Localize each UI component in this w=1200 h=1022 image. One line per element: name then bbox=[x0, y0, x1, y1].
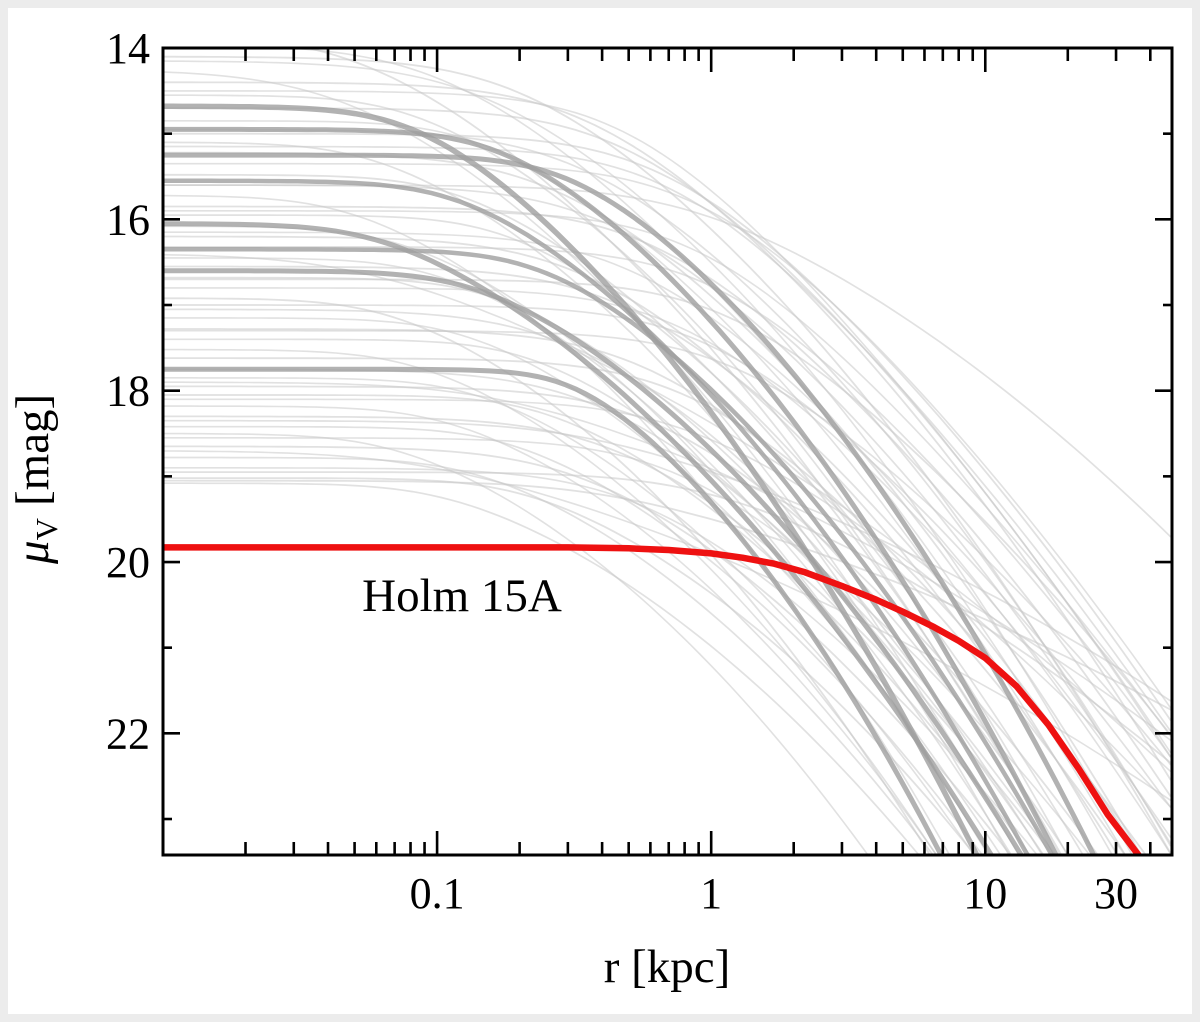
comparison-profile-line bbox=[163, 398, 1172, 808]
comparison-profile-line bbox=[163, 205, 1172, 797]
y-axis-subscript: V bbox=[29, 517, 64, 540]
comparison-profile-line bbox=[163, 81, 1172, 781]
holm15a-profile-line bbox=[163, 544, 1143, 855]
axes-layer bbox=[161, 46, 1174, 857]
holm15a-annotation: Holm 15A bbox=[362, 570, 562, 622]
comparison-profile-line bbox=[163, 245, 1172, 758]
x-tick-label: 1 bbox=[700, 869, 722, 918]
y-tick-label: 16 bbox=[106, 195, 150, 244]
comparison-profile-line bbox=[163, 60, 1134, 855]
comparison-profile-line bbox=[163, 278, 1172, 736]
comparison-profile-line bbox=[163, 381, 1172, 741]
comparison-profile-line bbox=[304, 48, 1061, 855]
comparison-profile-line bbox=[163, 231, 1172, 855]
comparison-profile-line bbox=[163, 394, 1031, 855]
holm15a-layer bbox=[163, 544, 1143, 855]
comparison-profiles-thick-layer bbox=[163, 103, 1097, 855]
tick-label-layer: 0.1 1 10 30 14 16 18 20 22 bbox=[106, 24, 1138, 918]
comparison-profile-line bbox=[163, 145, 1172, 732]
comparison-profile-line bbox=[163, 405, 938, 855]
comparison-profile-line bbox=[163, 120, 1114, 855]
comparison-profile-line bbox=[163, 247, 1055, 855]
comparison-profile-line bbox=[163, 152, 1097, 855]
comparison-profile-line bbox=[163, 471, 1172, 764]
y-tick-label: 20 bbox=[106, 538, 150, 587]
comparison-profile-line bbox=[163, 55, 1172, 854]
x-tick-label: 0.1 bbox=[410, 869, 465, 918]
comparison-profile-line bbox=[163, 265, 1142, 855]
comparison-profile-line bbox=[163, 366, 944, 855]
comparison-profile-line bbox=[163, 467, 1039, 855]
comparison-profile-line bbox=[163, 419, 1172, 702]
comparison-profile-line bbox=[163, 178, 1031, 855]
y-axis-unit: [mag] bbox=[7, 394, 59, 506]
comparison-profile-line bbox=[163, 184, 1172, 538]
comparison-profile-line bbox=[163, 268, 1025, 855]
y-axis-label: μV [mag] bbox=[7, 394, 64, 565]
comparison-profile-line bbox=[163, 90, 1172, 753]
x-axis-label: r [kpc] bbox=[604, 941, 731, 993]
comparison-profile-line bbox=[163, 432, 869, 855]
comparison-profile-line bbox=[163, 348, 938, 855]
comparison-profile-line bbox=[163, 221, 995, 855]
x-tick-label: 10 bbox=[963, 869, 1007, 918]
comparison-profile-line bbox=[163, 479, 1172, 711]
y-axis-symbol-mu: μ bbox=[7, 540, 59, 565]
comparison-profile-line bbox=[163, 162, 1172, 709]
comparison-profile-line bbox=[163, 338, 1045, 855]
comparison-profile-line bbox=[163, 425, 984, 855]
comparison-profile-line bbox=[163, 415, 1054, 855]
comparison-profile-line bbox=[163, 132, 1172, 721]
y-tick-label: 22 bbox=[106, 709, 150, 758]
y-tick-label: 18 bbox=[106, 367, 150, 416]
comparison-profile-line bbox=[163, 450, 1172, 801]
comparison-profile-line bbox=[163, 304, 1172, 808]
y-tick-label: 14 bbox=[106, 24, 150, 73]
comparison-profile-line bbox=[163, 328, 1127, 855]
comparison-profile-line bbox=[163, 210, 1172, 737]
comparison-profile-line bbox=[163, 126, 1059, 855]
comparison-profile-line bbox=[163, 456, 935, 855]
comparison-profile-line bbox=[163, 368, 1056, 855]
comparison-profile-line bbox=[163, 253, 1172, 772]
x-tick-label: 30 bbox=[1094, 869, 1138, 918]
comparison-profile-line bbox=[163, 103, 980, 855]
